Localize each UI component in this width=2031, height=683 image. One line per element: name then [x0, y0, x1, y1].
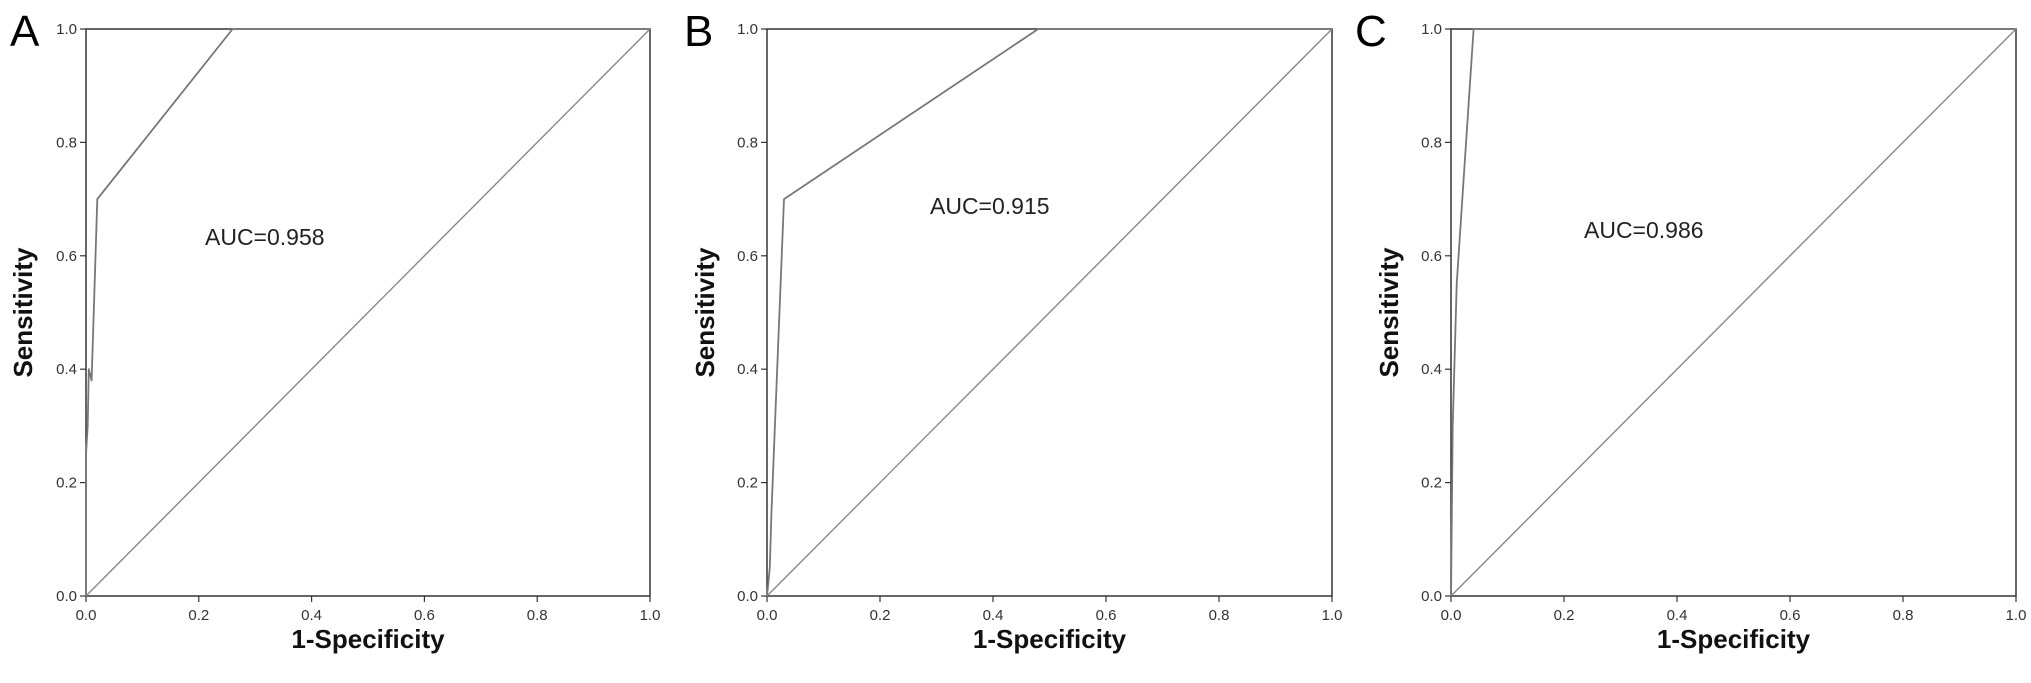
x-tick-label: 1.0: [640, 607, 661, 624]
reference-diagonal-line: [85, 28, 651, 597]
x-tick-label: 0.8: [527, 607, 548, 624]
y-tick-label: 0.0: [56, 588, 77, 605]
auc-annotation: AUC=0.915: [930, 193, 1050, 219]
x-tick-label: 0.6: [414, 607, 435, 624]
x-tick-label: 0.0: [1441, 607, 1462, 624]
y-tick-label: 0.4: [1421, 361, 1442, 378]
x-tick-label: 0.6: [1780, 607, 1801, 624]
roc-curve-line: [1450, 28, 2016, 597]
y-axis-label: Sensitivity: [1374, 247, 1404, 378]
y-tick-label: 0.6: [1421, 248, 1442, 265]
y-tick-label: 0.2: [56, 475, 77, 492]
y-tick-label: 0.2: [737, 475, 758, 492]
y-tick-label: 0.6: [737, 248, 758, 265]
y-tick-label: 1.0: [737, 21, 758, 38]
panel-b: B 0.0 0.2 0.4 0.6 0.8 1.0 0.0 0.2 0.4 0.6 0.8 1.0 1-S…: [684, 7, 1342, 654]
x-axis-label: 1-Specificity: [1657, 624, 1811, 654]
y-tick-label: 0.8: [737, 134, 758, 151]
x-tick-label: 0.8: [1209, 607, 1230, 624]
y-tick-label: 0.4: [737, 361, 758, 378]
y-tick-label: 0.0: [1421, 588, 1442, 605]
y-tick-label: 0.8: [56, 134, 77, 151]
x-tick-label: 0.0: [76, 607, 97, 624]
y-tick-label: 0.2: [1421, 475, 1442, 492]
y-tick-label: 0.6: [56, 248, 77, 265]
y-tick-label: 0.8: [1421, 134, 1442, 151]
reference-diagonal-line: [766, 28, 1333, 597]
x-tick-label: 0.2: [1554, 607, 1575, 624]
y-axis-label: Sensitivity: [690, 247, 720, 378]
x-tick-label: 0.4: [1667, 607, 1688, 624]
roc-curve-line: [85, 28, 650, 596]
roc-curve-line: [766, 28, 1332, 597]
reference-diagonal-line: [1450, 28, 2017, 597]
y-tick-label: 0.4: [56, 361, 77, 378]
y-tick-label: 1.0: [1421, 21, 1442, 38]
panel-letter: B: [684, 7, 713, 56]
panel-c: C 0.0 0.2 0.4 0.6 0.8 1.0 0.0 0.2 0.4 0.6 0.8 1.0 1-S…: [1355, 7, 2026, 654]
x-tick-label: 0.4: [301, 607, 322, 624]
auc-annotation: AUC=0.958: [205, 224, 325, 250]
x-tick-label: 1.0: [1322, 607, 1343, 624]
x-axis-label: 1-Specificity: [291, 624, 445, 654]
panel-letter: C: [1355, 7, 1387, 56]
y-tick-label: 1.0: [56, 21, 77, 38]
x-tick-label: 1.0: [2006, 607, 2027, 624]
auc-annotation: AUC=0.986: [1584, 217, 1704, 243]
x-axis-label: 1-Specificity: [973, 624, 1127, 654]
x-tick-label: 0.8: [1893, 607, 1914, 624]
panel-a: A 0.0 0.2 0.4 0.6 0.8 1.0 0.0 0.2 0.4 0.6 0.8 1.0 1-S…: [8, 7, 660, 654]
y-tick-label: 0.0: [737, 588, 758, 605]
x-tick-label: 0.2: [188, 607, 209, 624]
x-tick-label: 0.0: [757, 607, 778, 624]
y-axis-label: Sensitivity: [8, 247, 38, 378]
panel-letter: A: [10, 7, 40, 56]
x-tick-label: 0.2: [870, 607, 891, 624]
x-tick-label: 0.6: [1096, 607, 1117, 624]
x-tick-label: 0.4: [983, 607, 1004, 624]
